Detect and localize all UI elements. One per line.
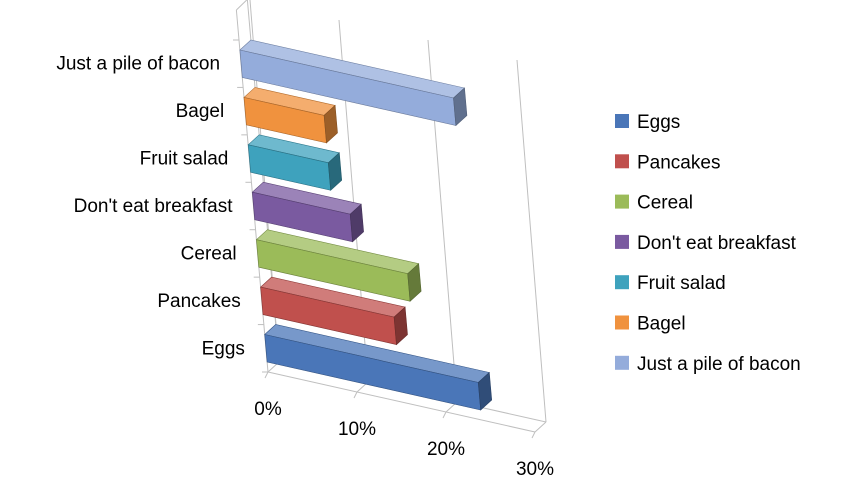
- bar-end-face: [477, 371, 493, 411]
- legend-label: Cereal: [637, 193, 693, 214]
- legend-swatch: [615, 355, 629, 370]
- legend-swatch: [615, 315, 629, 330]
- category-label: Don't eat breakfast: [74, 196, 234, 217]
- x-tick-mark: [353, 391, 358, 399]
- category-label: Pancakes: [157, 291, 240, 312]
- bar-bagel: [243, 87, 338, 144]
- bar-end-face: [453, 87, 468, 127]
- legend-swatch: [615, 154, 629, 169]
- category-labels: Just a pile of bacon Bagel Fruit salad Don'…: [56, 54, 245, 360]
- x-axis-ticks: 0% 10% 20% 30%: [254, 399, 554, 480]
- legend-label: Bagel: [637, 314, 686, 335]
- x-tick-label: 30%: [516, 459, 554, 480]
- legend-label: Eggs: [637, 112, 680, 133]
- category-label: Bagel: [176, 101, 225, 122]
- bar-pancakes: [259, 276, 408, 346]
- bar-don-t-eat-breakfast: [251, 181, 364, 243]
- legend-swatch: [615, 275, 629, 290]
- bar-end-face: [349, 203, 364, 243]
- legend-swatch: [615, 114, 629, 128]
- category-label: Just a pile of bacon: [56, 54, 220, 75]
- x-gridline: [516, 59, 547, 423]
- category-label: Cereal: [181, 243, 237, 264]
- x-tick-mark: [531, 431, 536, 439]
- category-label: Fruit salad: [140, 149, 229, 170]
- legend-label: Don't eat breakfast: [637, 233, 797, 254]
- legend-label: Just a pile of bacon: [637, 354, 801, 375]
- floor-front-edge: [267, 371, 536, 433]
- bar-end-face: [393, 306, 408, 346]
- category-label: Eggs: [202, 338, 245, 359]
- legend-label: Pancakes: [637, 152, 720, 173]
- bar-end-face: [327, 152, 343, 191]
- bar-eggs: [264, 324, 493, 411]
- bar-fruit-salad: [247, 134, 343, 191]
- x-tick-label: 10%: [338, 419, 376, 440]
- legend-swatch: [615, 234, 629, 249]
- x-tick-mark: [442, 411, 447, 419]
- x-tick-label: 20%: [427, 439, 465, 460]
- bar-end-face: [323, 104, 338, 144]
- chart-legend: Eggs Pancakes Cereal Don't eat breakfast Fru…: [615, 112, 801, 375]
- bar-end-face: [407, 263, 422, 302]
- bar-cereal: [255, 229, 422, 302]
- bar-just-a-pile-of-bacon: [239, 39, 468, 127]
- top-wall-edge: [236, 0, 248, 11]
- floor-gridline: [534, 421, 547, 433]
- x-tick-label: 0%: [254, 399, 282, 420]
- legend-label: Fruit salad: [637, 273, 726, 294]
- x-tick-mark: [264, 371, 269, 379]
- legend-swatch: [615, 194, 629, 209]
- chart-bars: [239, 39, 493, 411]
